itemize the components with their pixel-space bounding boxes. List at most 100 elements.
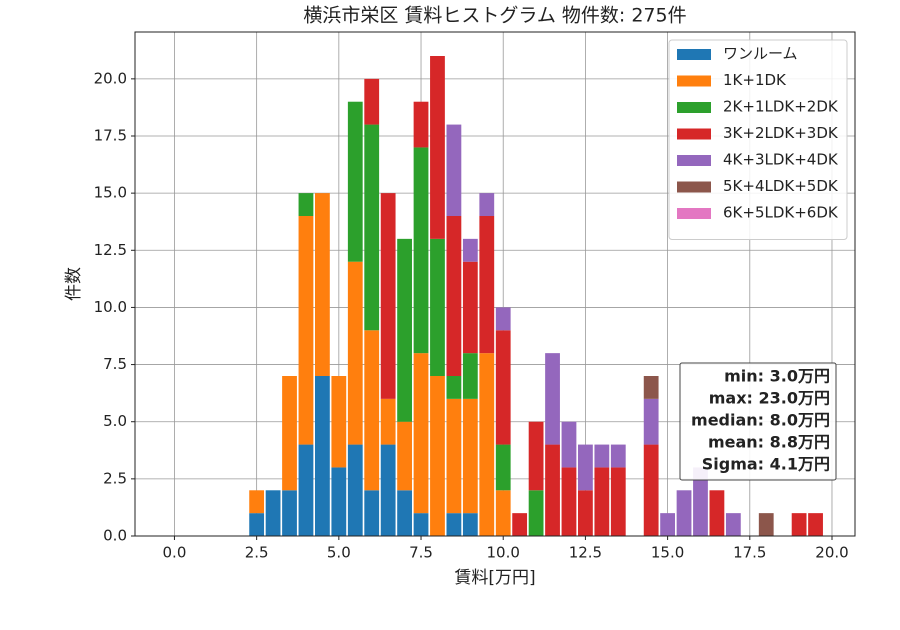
histogram-bar (495, 444, 511, 491)
histogram-bar (610, 467, 626, 536)
y-tick-label: 0.0 (103, 527, 127, 545)
y-tick-label: 7.5 (103, 355, 127, 373)
legend-swatch (677, 208, 711, 219)
histogram-bar (693, 467, 708, 536)
legend-swatch (677, 128, 711, 140)
histogram-bar (282, 490, 297, 536)
histogram-bar (298, 193, 314, 216)
histogram-bar (462, 513, 478, 536)
x-tick-label: 15.0 (651, 544, 684, 562)
y-tick-label: 5.0 (103, 412, 127, 430)
histogram-bar (643, 376, 659, 399)
legend: ワンルーム 1K+1DK 2K+1LDK+2DK 3K+2LDK+3DK 4K+3LDK… (668, 39, 848, 240)
histogram-bar (397, 421, 412, 491)
histogram-bar (315, 193, 330, 376)
histogram-bar (315, 376, 330, 536)
histogram-bar (528, 421, 544, 491)
y-tick-label: 12.5 (94, 241, 127, 259)
histogram-bar (446, 513, 462, 536)
histogram-bar (347, 444, 363, 536)
histogram-bar (561, 421, 577, 468)
histogram-bar (594, 444, 610, 468)
bars (249, 56, 823, 536)
histogram-bar (594, 467, 610, 536)
histogram-bar (545, 444, 560, 536)
legend-swatch (677, 102, 711, 113)
histogram-bar (347, 261, 363, 445)
x-tick-label: 5.0 (327, 544, 351, 562)
histogram-bar (446, 376, 462, 399)
histogram-bar (446, 398, 462, 514)
histogram-bar (676, 490, 692, 536)
histogram-bar (643, 398, 659, 445)
legend-label: 5K+4LDK+5DK (723, 177, 839, 195)
stats-box: min: 3.0万円 max: 23.0万円 median: 8.0万円 mean: … (679, 362, 837, 481)
x-tick-label: 20.0 (815, 544, 848, 562)
axes: 0.0 2.5 5.0 7.5 10.0 12.5 15.0 17.5 20.0 0.0 2.5 5.… (94, 69, 849, 561)
histogram-bar (479, 216, 495, 354)
legend-swatch (677, 49, 711, 60)
x-tick-label: 12.5 (569, 544, 602, 562)
histogram-bar (249, 490, 265, 514)
stats-line: mean: 8.8万円 (708, 433, 830, 452)
histogram-bar (578, 490, 593, 536)
histogram-bar (446, 216, 462, 376)
stats-line: max: 23.0万円 (709, 389, 830, 408)
histogram-bar (495, 307, 511, 331)
plot-frame (134, 31, 856, 537)
histogram-bar (364, 490, 380, 536)
histogram-bar (430, 376, 445, 536)
histogram-bar (397, 490, 412, 536)
histogram-bar (709, 490, 725, 536)
legend-swatch (677, 181, 711, 193)
x-axis-label: 賃料[万円] (454, 568, 535, 588)
histogram-bar (265, 490, 281, 536)
histogram-bar (413, 513, 429, 536)
y-tick-label: 20.0 (94, 69, 127, 87)
legend-label: 2K+1LDK+2DK (723, 98, 839, 116)
legend-box (668, 39, 848, 240)
histogram-bar (643, 444, 659, 536)
histogram-bar (495, 330, 511, 445)
stats-line: min: 3.0万円 (724, 367, 830, 386)
legend-label: ワンルーム (723, 45, 798, 63)
histogram-bar (758, 513, 774, 536)
histogram-bar (545, 353, 560, 445)
x-tick-label: 0.0 (163, 544, 187, 562)
histogram-bar (610, 444, 626, 468)
histogram-bar (462, 398, 478, 514)
histogram-bar (413, 353, 429, 514)
histogram-bar (725, 513, 741, 536)
stats-line: median: 8.0万円 (691, 411, 830, 430)
histogram-bar (462, 261, 478, 354)
histogram-bar (364, 330, 380, 491)
stats-frame (679, 362, 837, 481)
y-axis-label: 件数 (64, 267, 84, 301)
histogram-bar (479, 193, 495, 216)
histogram-bar (413, 147, 429, 354)
histogram-bar (462, 238, 478, 262)
y-tick-label: 10.0 (94, 298, 127, 316)
histogram-bar (380, 193, 396, 399)
histogram-bar (298, 216, 314, 445)
histogram-bar (479, 353, 495, 536)
histogram-bar (364, 78, 380, 125)
histogram-bar (331, 376, 347, 468)
histogram-bar (462, 353, 478, 399)
histogram-bar (380, 444, 396, 536)
histogram-bar (808, 513, 823, 536)
x-tick-label: 2.5 (245, 544, 269, 562)
x-tick-label: 17.5 (733, 544, 766, 562)
x-tick-label: 7.5 (409, 544, 433, 562)
stats-line: Sigma: 4.1万円 (702, 455, 830, 474)
legend-label: 4K+3LDK+4DK (723, 151, 839, 169)
histogram-bar (364, 124, 380, 331)
histogram-bar (430, 56, 445, 239)
histogram-bar (331, 467, 347, 536)
histogram-bar (298, 444, 314, 536)
legend-swatch (677, 75, 711, 87)
histogram-bar (528, 490, 544, 536)
legend-label: 1K+1DK (723, 71, 787, 89)
histogram-bar (282, 376, 297, 491)
chart-title: 横浜市栄区 賃料ヒストグラム 物件数: 275件 (303, 5, 686, 27)
